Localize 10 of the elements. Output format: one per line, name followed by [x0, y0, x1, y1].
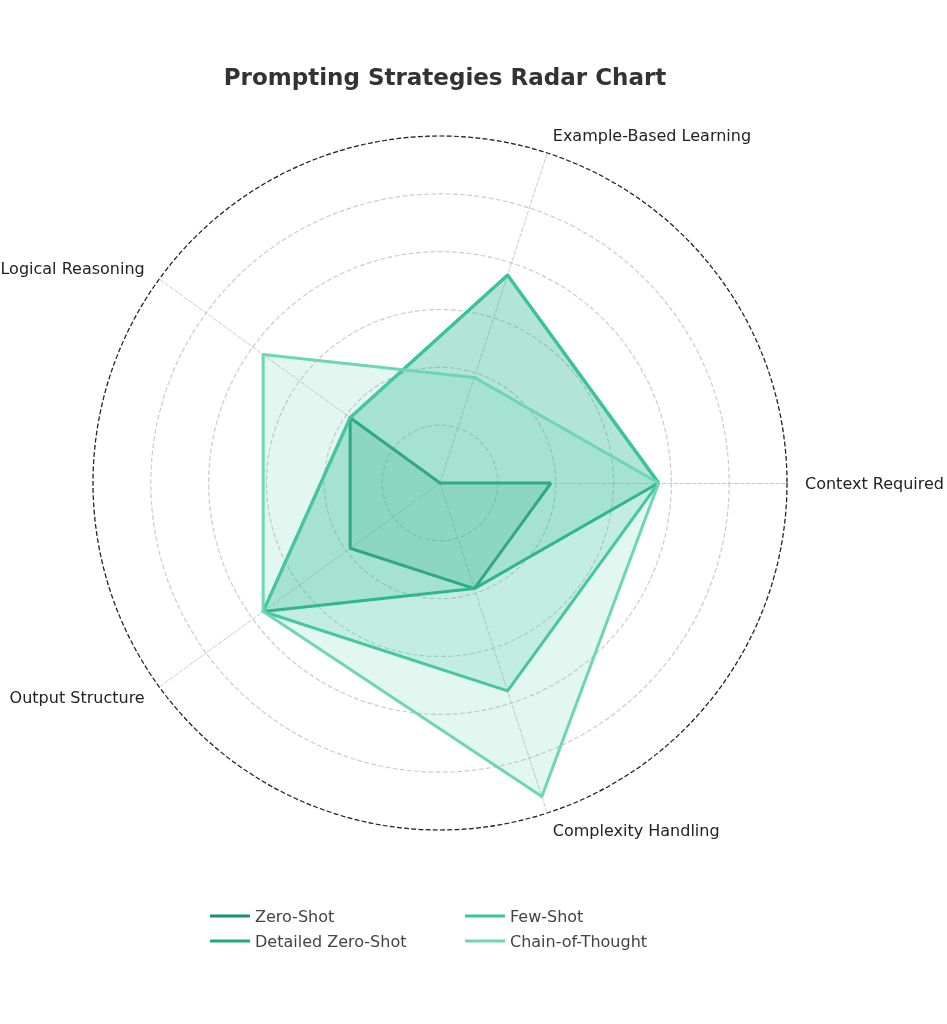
legend-label: Chain-of-Thought [510, 931, 648, 951]
legend-label: Zero-Shot [255, 906, 335, 926]
chart-title: Prompting Strategies Radar Chart [223, 63, 667, 90]
spoke-label: Context Required [805, 473, 944, 493]
spoke-label: Example-Based Learning [552, 126, 752, 146]
legend-label: Few-Shot [510, 906, 584, 926]
spoke-label: Logical Reasoning [0, 258, 145, 278]
spoke-label: Complexity Handling [552, 820, 720, 840]
spoke-label: Output Structure [9, 688, 145, 708]
legend-label: Detailed Zero-Shot [255, 931, 407, 951]
